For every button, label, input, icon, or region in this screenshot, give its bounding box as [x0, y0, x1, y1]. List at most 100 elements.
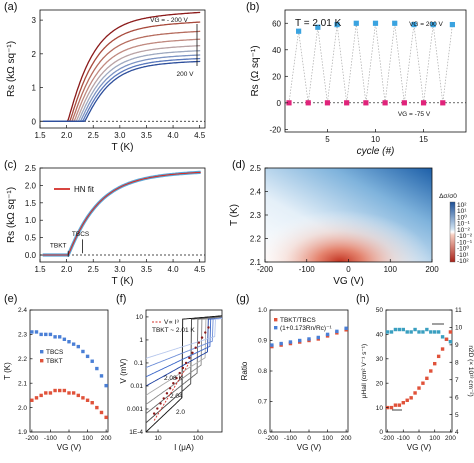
legend-label: (1+0.173Rn/Rc)⁻¹ — [280, 325, 332, 332]
x-axis-label: T (K) — [111, 142, 133, 153]
data-point — [448, 330, 453, 334]
data-point — [397, 403, 402, 407]
x-tick-label: 0 — [307, 435, 311, 442]
plot-frame — [39, 167, 206, 263]
series-line-vg-200 — [42, 60, 201, 122]
data-point — [152, 412, 156, 415]
data-point — [156, 407, 159, 410]
data-point — [344, 326, 348, 330]
data-point — [188, 356, 191, 360]
data-point-high — [411, 21, 417, 28]
data-point — [393, 403, 398, 407]
data-point — [401, 327, 405, 332]
x-axis-label: I (μA) — [174, 443, 194, 452]
y-tick-label: 20 — [376, 380, 384, 387]
y-tick-label: 30 — [376, 356, 384, 363]
data-point — [67, 340, 71, 344]
y-tick-label: 20 — [272, 72, 281, 81]
panel-c: 1.5 2.0 2.5 3.0 3.5 4.0 4.5 0.0 0.5 1.0 1.5 2.0 2.5 T… — [4, 159, 206, 287]
y-axis-label: T (K) — [3, 362, 12, 380]
data-point — [104, 383, 108, 388]
data-point — [90, 401, 94, 405]
y-tick-label: 0 — [32, 117, 37, 126]
y-tick-label: 0 — [277, 99, 282, 108]
legend-swatch — [274, 318, 278, 322]
x-tick-label: 4.5 — [194, 131, 206, 140]
x-tick-label: 1.5 — [34, 131, 46, 140]
legend-label-high: VG = 200 V — [409, 21, 443, 28]
x-axis-label: VG (V) — [407, 443, 432, 452]
panel-e: -200 -100 0 100 200 1.9 2.0 2.1 2.2 2.3 2.4 VG (V) T… — [3, 293, 112, 452]
y-tick-label: 1.0 — [258, 307, 267, 314]
panel-a: 1.5 2.0 2.5 3.0 3.5 4.0 4.5 0 1 2 3 T (K) Rs (kΩ sq⁻… — [4, 1, 206, 153]
y-tick-label: 1 — [139, 337, 143, 344]
curve-label: 2.08 K — [164, 375, 183, 382]
data-point — [81, 396, 85, 400]
x-axis-label: VG (V) — [333, 276, 364, 287]
panel-label: (h) — [356, 293, 369, 305]
x-tick-label: 0 — [67, 435, 71, 442]
y-tick-label: 1.0 — [25, 216, 37, 225]
legend-label: HN fit — [74, 185, 95, 194]
data-point — [53, 335, 57, 339]
data-point — [81, 349, 85, 354]
data-point — [191, 351, 194, 355]
y-tick-label: 60 — [272, 19, 281, 28]
data-point — [425, 376, 429, 381]
y-tick-label: 1.9 — [18, 429, 27, 436]
x-tick-label: 3.5 — [141, 131, 153, 140]
iv-curve — [145, 317, 222, 368]
y-tick-label: 2 — [32, 50, 37, 59]
panel-label: (f) — [116, 293, 126, 305]
data-point — [172, 382, 175, 385]
data-point — [175, 376, 178, 380]
data-point — [436, 330, 441, 334]
y-axis-label: V (mV) — [119, 358, 128, 383]
data-point — [440, 347, 445, 351]
data-point — [95, 405, 99, 410]
iv-curve — [145, 316, 222, 424]
data-point — [298, 338, 302, 343]
y-tick-label: 0.8 — [258, 368, 267, 375]
y-tick-label: 2.0 — [25, 181, 37, 190]
y-axis-label: T (K) — [229, 204, 240, 226]
data-point — [44, 332, 48, 337]
legend-swatch — [40, 350, 44, 354]
x-tick-label: 4.0 — [168, 265, 180, 274]
x-tick-label: -200 — [381, 435, 394, 442]
x-tick-label: 4.0 — [168, 131, 180, 140]
data-point — [316, 335, 320, 340]
data-point — [44, 391, 48, 395]
data-point — [335, 329, 339, 334]
data-point — [99, 374, 104, 378]
data-point — [307, 337, 311, 341]
data-point — [58, 335, 62, 339]
legend-label: TBKT ~ 2.01 K — [152, 327, 195, 334]
y-right-tick-label: 11 — [455, 307, 462, 314]
colorbar-tick-label: 10² — [457, 202, 467, 209]
data-point-high — [334, 21, 340, 28]
data-point — [39, 393, 43, 398]
data-point — [288, 340, 293, 344]
iv-curve — [145, 318, 222, 359]
x-tick-label: -200 — [265, 435, 278, 442]
data-point — [325, 332, 330, 337]
data-point — [71, 391, 76, 395]
data-point — [34, 330, 39, 334]
legend-label: TBCS — [46, 349, 64, 356]
y-tick-label: 0.9 — [258, 338, 267, 345]
data-point — [184, 361, 188, 365]
x-tick-label: 100 — [322, 435, 333, 442]
x-tick-label: -100 — [299, 265, 316, 274]
y-right-axis-label: n2D (× 10¹³ cm⁻²) — [467, 345, 474, 396]
data-point-high — [353, 20, 359, 26]
x-tick-label: 3.0 — [114, 265, 126, 274]
plot-frame — [29, 309, 109, 433]
data-point — [104, 415, 108, 420]
y-tick-label: 0.0 — [25, 251, 37, 260]
data-point-low — [382, 100, 388, 106]
data-point — [85, 354, 90, 359]
panel-h: -200 -100 0 100 200 0 10 20 30 40 50 VG (V) 4 5 6 7 8 9 10… — [356, 293, 474, 452]
x-tick-label: 100 — [82, 435, 93, 442]
